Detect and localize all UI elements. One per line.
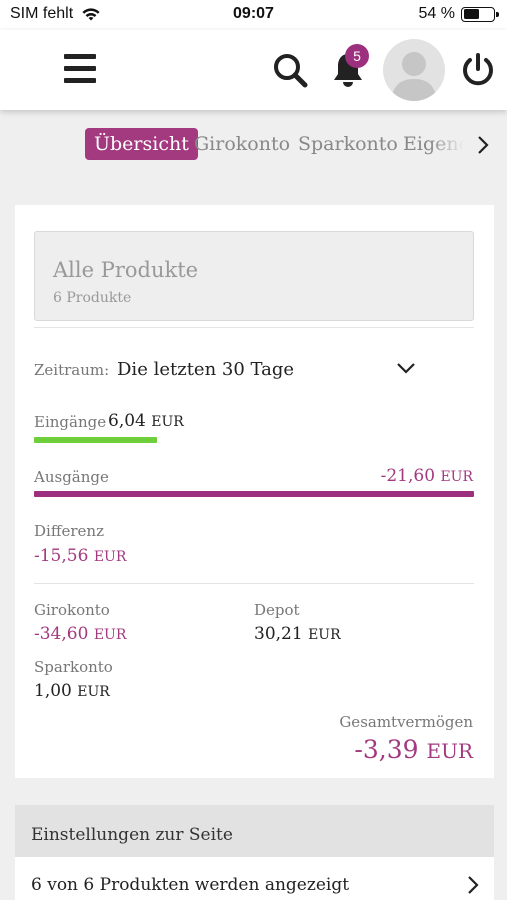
income-bar: [34, 437, 158, 443]
battery-icon: [461, 6, 499, 22]
chevron-down-icon: [396, 360, 416, 379]
search-icon[interactable]: [272, 52, 310, 94]
eingaenge-label: Eingänge: [34, 413, 107, 431]
product-selector[interactable]: Alle Produkte 6 Produkte: [34, 231, 474, 321]
settings-section: Einstellungen zur Seite 6 von 6 Produkte…: [15, 805, 494, 900]
differenz-amount: -15,56 EUR: [34, 546, 127, 566]
settings-title: Einstellungen zur Seite: [31, 825, 233, 845]
app-header: 5: [0, 30, 507, 110]
divider: [34, 327, 474, 328]
expense-bar: [34, 491, 474, 497]
sparkonto-amount: 1,00 EUR: [34, 681, 110, 701]
differenz-label: Differenz: [34, 522, 104, 540]
overview-card: Alle Produkte 6 Produkte Zeitraum: Die l…: [15, 205, 494, 778]
notification-badge[interactable]: 5: [345, 44, 369, 68]
divider: [34, 583, 474, 584]
ausgaenge-amount: -21,60 EUR: [380, 466, 473, 486]
status-bar: SIM fehlt 09:07 54 %: [0, 0, 507, 30]
gesamtvermoegen-amount: -3,39 EUR: [354, 735, 473, 764]
tab-bar: Übersicht Girokonto Sparkonto Eigene: [0, 110, 507, 180]
tab-fade: [430, 124, 470, 164]
tab-sparkonto[interactable]: Sparkonto: [298, 133, 398, 155]
depot-label: Depot: [254, 601, 300, 619]
status-right: 54 %: [418, 5, 499, 23]
hamburger-icon[interactable]: [64, 54, 96, 84]
product-visibility-label: 6 von 6 Produkten werden angezeigt: [31, 875, 350, 895]
depot-amount: 30,21 EUR: [254, 624, 341, 644]
zeitraum-dropdown[interactable]: Zeitraum: Die letzten 30 Tage: [34, 355, 474, 387]
girokonto-amount: -34,60 EUR: [34, 624, 127, 644]
battery-fill: [463, 9, 480, 19]
zeitraum-label: Zeitraum:: [34, 361, 110, 379]
products-title: Alle Produkte: [53, 258, 199, 282]
battery-percent: 54 %: [418, 5, 455, 22]
tab-uebersicht[interactable]: Übersicht: [85, 128, 198, 160]
user-avatar-icon[interactable]: [383, 39, 445, 101]
chevron-right-icon: [466, 875, 480, 899]
clock: 09:07: [233, 5, 274, 22]
status-left: SIM fehlt: [10, 5, 101, 23]
power-icon[interactable]: [460, 52, 496, 92]
products-count: 6 Produkte: [53, 290, 132, 306]
chevron-right-icon[interactable]: [476, 135, 490, 159]
carrier-text: SIM fehlt: [10, 5, 74, 22]
wifi-icon: [82, 7, 100, 20]
eingaenge-amount: 6,04 EUR: [108, 411, 184, 431]
tab-girokonto[interactable]: Girokonto: [194, 133, 291, 155]
girokonto-label: Girokonto: [34, 601, 110, 619]
gesamtvermoegen-label: Gesamtvermögen: [339, 713, 473, 731]
ausgaenge-label: Ausgänge: [34, 468, 109, 486]
sparkonto-label: Sparkonto: [34, 658, 113, 676]
product-visibility-row[interactable]: 6 von 6 Produkten werden angezeigt: [15, 857, 494, 900]
zeitraum-value: Die letzten 30 Tage: [117, 359, 295, 380]
